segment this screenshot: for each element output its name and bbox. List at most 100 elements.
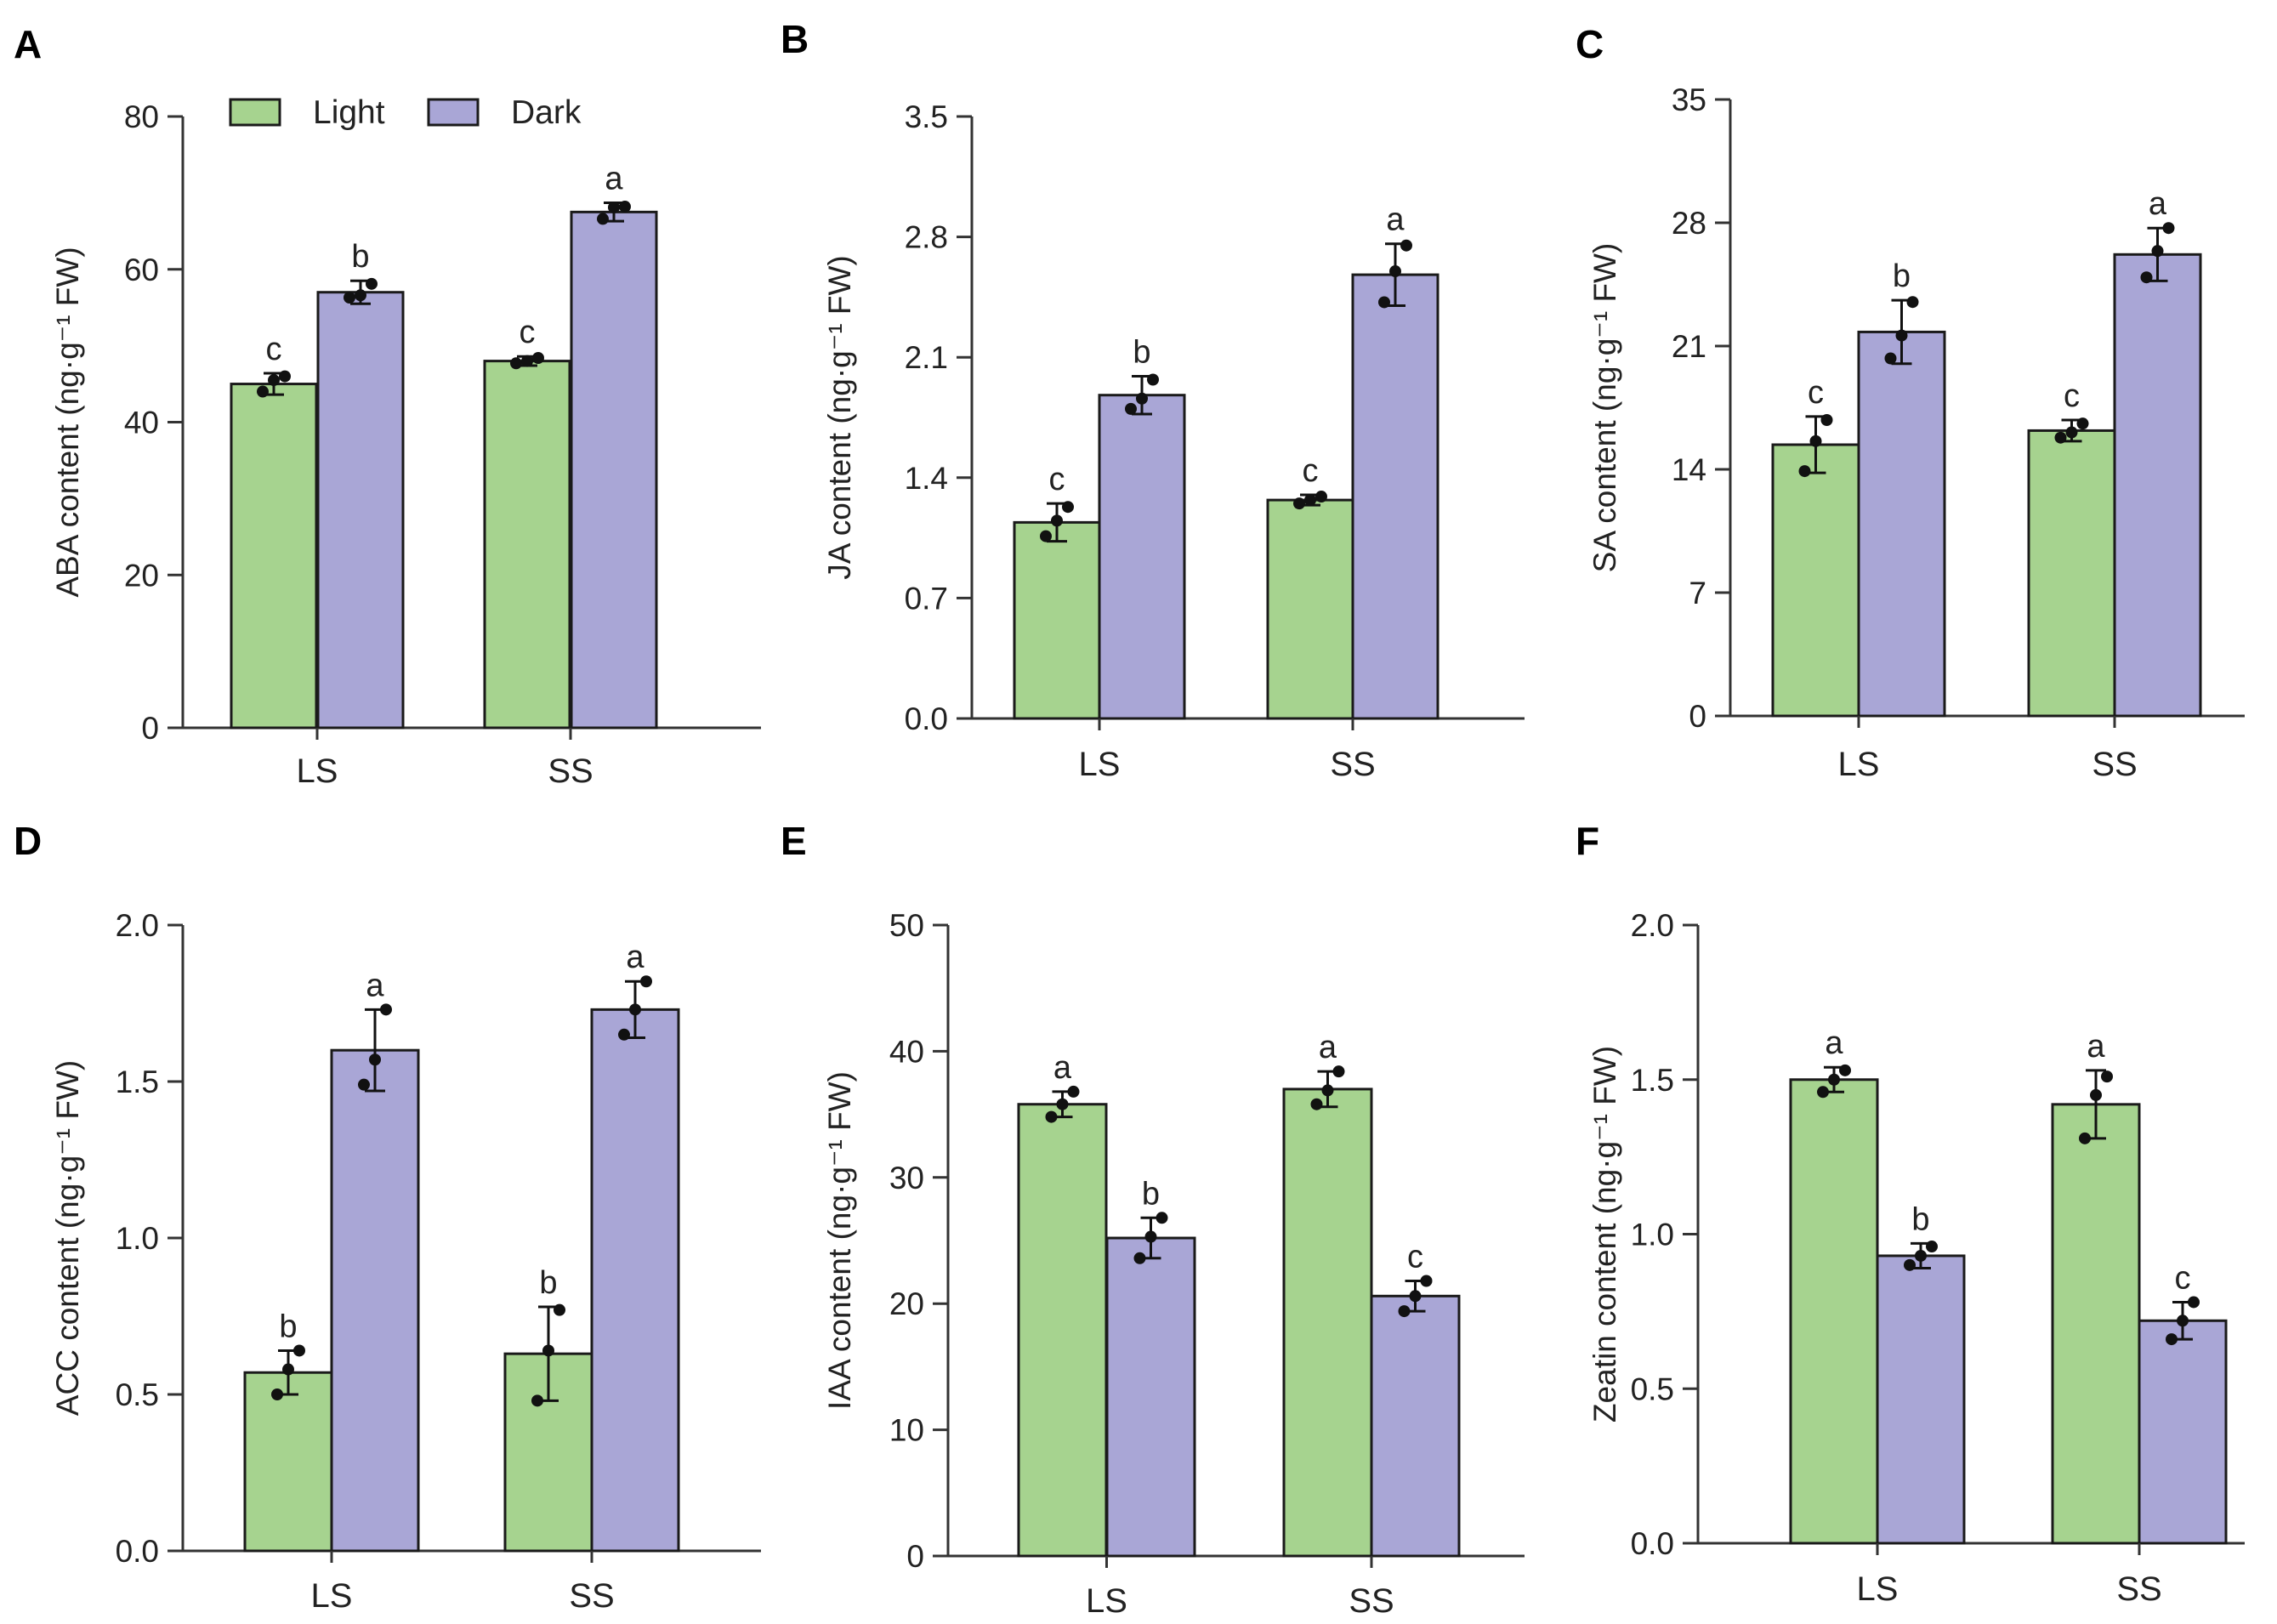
significance-letter: c — [520, 315, 536, 350]
x-category-label: LS — [297, 752, 338, 790]
data-point — [2076, 417, 2089, 430]
bar-ss-dark — [2113, 253, 2202, 718]
y-tick-label: 2.1 — [905, 340, 948, 375]
data-point — [1310, 1098, 1323, 1110]
data-point — [1067, 1085, 1080, 1098]
data-point — [257, 385, 269, 398]
y-tick-label: 40 — [889, 1034, 924, 1069]
y-tick-label: 28 — [1672, 206, 1706, 241]
data-point — [521, 355, 533, 367]
panel-letter: F — [1576, 819, 1599, 863]
data-point — [2054, 431, 2067, 444]
y-tick-label: 2.0 — [1631, 908, 1674, 943]
y-tick-label: 60 — [124, 253, 159, 287]
data-point — [358, 1078, 370, 1091]
y-tick-label: 1.5 — [1631, 1063, 1674, 1098]
significance-letter: a — [366, 968, 384, 1003]
data-point — [1400, 239, 1412, 252]
y-tick-label: 0.0 — [905, 701, 948, 736]
y-tick-label: 0 — [1689, 699, 1706, 734]
bar-ls-light — [1017, 1103, 1108, 1558]
significance-letter: b — [1911, 1201, 1929, 1237]
y-tick-label: 0.7 — [905, 581, 948, 616]
bar-ls-dark — [1857, 330, 1946, 718]
data-point — [1332, 1065, 1345, 1078]
x-category-label: LS — [1838, 746, 1880, 783]
data-point — [1839, 1064, 1851, 1076]
data-point — [2188, 1296, 2200, 1309]
data-point — [1809, 434, 1822, 447]
y-tick-label: 1.5 — [116, 1065, 159, 1099]
x-category-label: SS — [1330, 746, 1375, 783]
y-tick-label: 7 — [1689, 576, 1706, 610]
significance-letter: c — [1049, 462, 1065, 497]
bar-ss-dark — [590, 1008, 680, 1553]
data-point — [1040, 530, 1052, 542]
significance-letter: a — [626, 940, 644, 975]
data-point — [1062, 501, 1074, 514]
y-tick-label: 3.5 — [905, 99, 948, 134]
significance-letter: b — [351, 239, 369, 275]
data-point — [1045, 1110, 1058, 1123]
significance-letter: c — [1303, 453, 1319, 489]
y-axis-title: Zeatin content (ng·g⁻¹ FW) — [1587, 1046, 1622, 1422]
y-tick-label: 30 — [889, 1161, 924, 1195]
data-point — [279, 370, 291, 383]
y-tick-label: 10 — [889, 1413, 924, 1448]
y-tick-label: 50 — [889, 908, 924, 943]
data-point — [1409, 1290, 1422, 1303]
significance-letter: c — [266, 332, 282, 367]
panel-d: D 0.0 0.5 1.0 1.5 2.0 ACC content (ng·g⁻¹ FW) b… — [14, 819, 761, 1615]
y-tick-label: 1.0 — [1631, 1218, 1674, 1252]
bar-ls-dark — [316, 291, 405, 730]
data-point — [542, 1344, 554, 1357]
bar-ls-dark — [1098, 394, 1186, 720]
panel-c: C 0 7 14 21 28 35 SA content (ng·g⁻¹ FW) c b LS c a S… — [1576, 22, 2245, 783]
panel-b: B 0.0 0.7 1.4 2.1 2.8 3.5 JA content (ng·g⁻¹ FW… — [781, 17, 1525, 783]
panel-a: A 0 20 40 60 80 ABA content (ng·g⁻¹ FW) c b LS c a S… — [14, 22, 761, 790]
y-tick-label: 80 — [124, 99, 159, 134]
significance-letter: c — [2175, 1260, 2191, 1296]
y-axis-title: ABA content (ng·g⁻¹ FW) — [50, 247, 85, 597]
data-point — [1904, 1258, 1916, 1271]
data-point — [510, 357, 522, 370]
data-point — [554, 1303, 565, 1316]
data-point — [268, 374, 280, 387]
significance-letter: a — [2149, 186, 2167, 222]
data-point — [1147, 373, 1159, 386]
data-point — [282, 1363, 294, 1376]
legend: Light Dark — [229, 94, 582, 131]
y-tick-label: 0 — [141, 711, 159, 746]
data-point — [344, 292, 355, 304]
y-tick-label: 1.0 — [116, 1221, 159, 1256]
data-point — [1304, 494, 1316, 507]
bar-ss-dark — [1370, 1294, 1461, 1558]
y-tick-label: 0 — [906, 1539, 924, 1574]
y-tick-label: 14 — [1672, 452, 1706, 487]
legend-light-swatch — [229, 98, 281, 127]
y-tick-label: 2.8 — [905, 220, 948, 255]
data-point — [618, 1028, 630, 1041]
data-point — [1828, 1073, 1840, 1086]
y-tick-label: 0.5 — [116, 1377, 159, 1412]
significance-letter: a — [1825, 1025, 1843, 1061]
data-point — [1378, 296, 1390, 309]
panel-letter: B — [781, 17, 809, 61]
y-axis-title: IAA content (ng·g⁻¹ FW) — [822, 1071, 857, 1410]
data-point — [1133, 1252, 1146, 1264]
data-point — [271, 1388, 283, 1400]
y-axis-title: SA content (ng·g⁻¹ FW) — [1587, 243, 1622, 573]
y-tick-label: 1.4 — [905, 461, 948, 496]
data-point — [1420, 1275, 1433, 1287]
significance-letter: c — [2064, 378, 2080, 414]
legend-dark-label: Dark — [511, 94, 582, 131]
data-point — [1156, 1212, 1168, 1224]
data-point — [366, 277, 378, 290]
significance-letter: b — [1133, 334, 1150, 370]
data-point — [2177, 1315, 2189, 1327]
data-point — [1389, 265, 1401, 278]
data-point — [2101, 1070, 2113, 1083]
data-point — [380, 1003, 392, 1016]
data-point — [640, 975, 652, 988]
x-category-label: SS — [1349, 1582, 1394, 1620]
